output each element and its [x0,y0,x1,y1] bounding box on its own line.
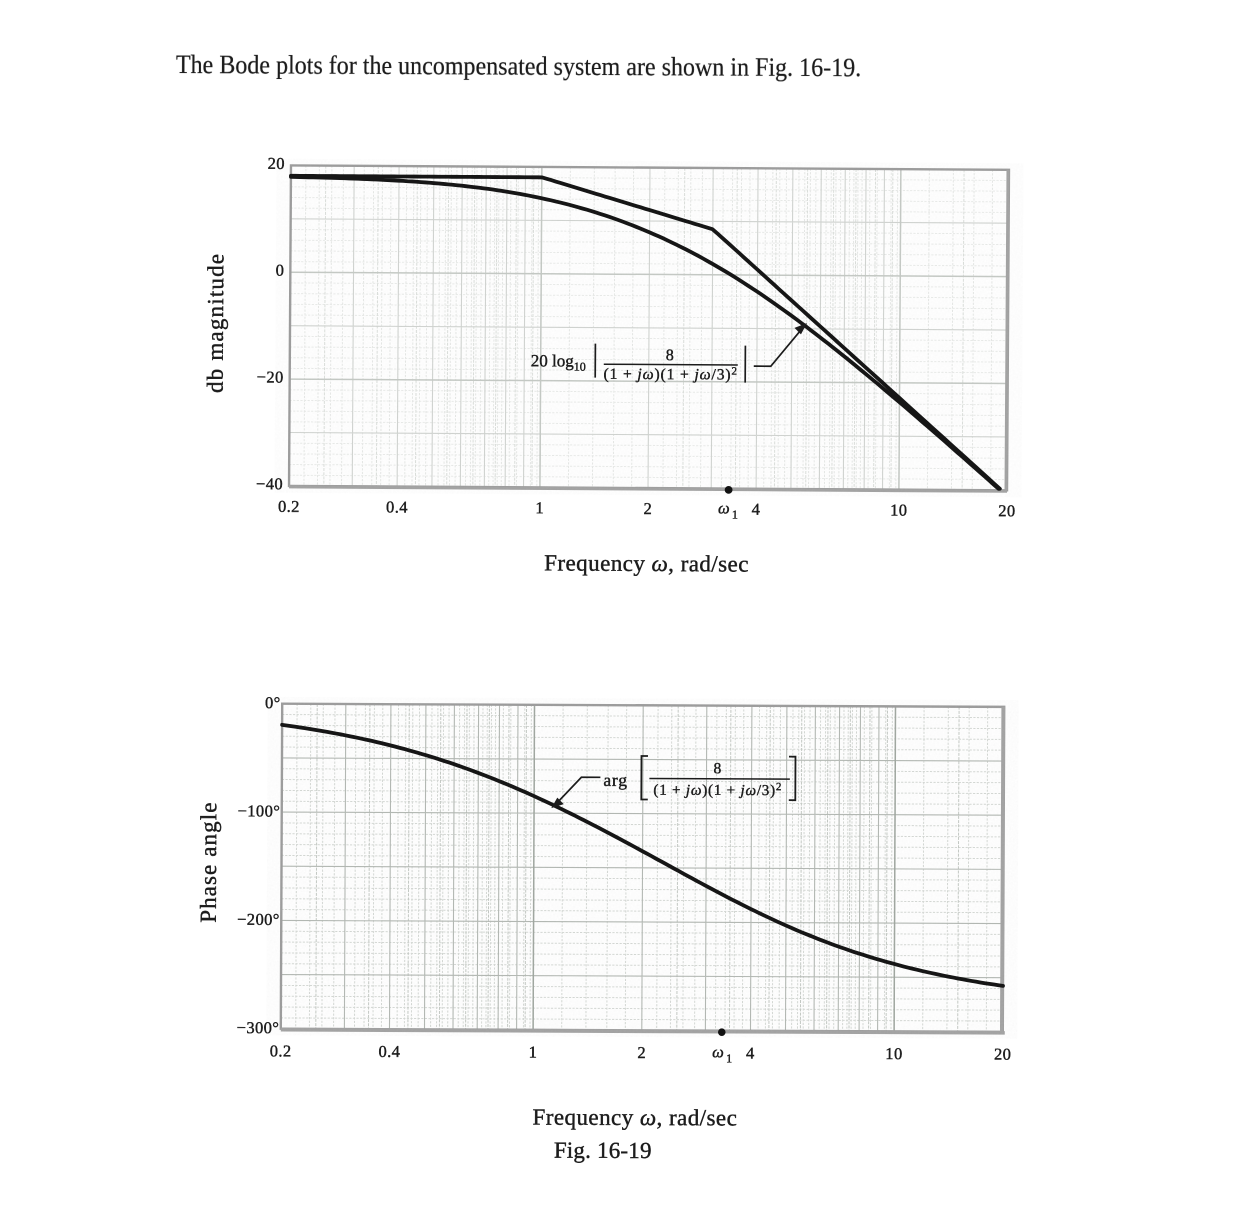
svg-text:−40: −40 [256,474,283,493]
svg-text:2: 2 [644,499,653,518]
svg-text:0.2: 0.2 [278,497,300,516]
svg-text:(1 + jω)(1 + jω/3)2: (1 + jω)(1 + jω/3)2 [653,781,782,800]
svg-text:(1 + jω)(1 + jω/3)2: (1 + jω)(1 + jω/3)2 [603,365,737,384]
svg-text:−200°: −200° [237,910,280,929]
svg-text:db magnitude: db magnitude [203,253,229,393]
svg-text:8: 8 [666,347,674,364]
svg-text:10: 10 [890,500,907,519]
svg-text:4: 4 [746,1043,755,1062]
svg-text:−300°: −300° [237,1018,280,1037]
svg-text:−100°: −100° [238,801,281,820]
svg-text:0.4: 0.4 [378,1042,400,1061]
svg-text:20 log10: 20 log10 [531,351,586,373]
svg-text:arg: arg [603,770,628,790]
svg-text:20: 20 [994,1045,1011,1064]
svg-text:1: 1 [732,508,738,522]
svg-text:10: 10 [885,1044,902,1063]
svg-text:0.4: 0.4 [386,497,408,516]
svg-text:4: 4 [752,500,761,519]
svg-text:1: 1 [535,498,544,517]
svg-text:Phase angle: Phase angle [196,801,222,922]
svg-text:Frequency ω, rad/sec: Frequency ω, rad/sec [544,550,749,576]
svg-text:Fig. 16-19: Fig. 16-19 [554,1138,652,1163]
svg-text:ω: ω [718,498,730,517]
svg-text:2: 2 [637,1043,646,1062]
svg-text:8: 8 [714,760,722,777]
svg-text:0: 0 [276,261,285,280]
svg-text:1: 1 [529,1043,538,1062]
svg-text:ω: ω [712,1042,724,1061]
svg-text:−20: −20 [257,367,284,386]
svg-text:0°: 0° [265,693,281,712]
svg-text:Frequency ω, rad/sec: Frequency ω, rad/sec [532,1105,737,1131]
svg-text:20: 20 [998,501,1015,520]
svg-text:1: 1 [726,1051,732,1065]
svg-text:0.2: 0.2 [270,1041,292,1060]
svg-text:20: 20 [268,154,285,173]
